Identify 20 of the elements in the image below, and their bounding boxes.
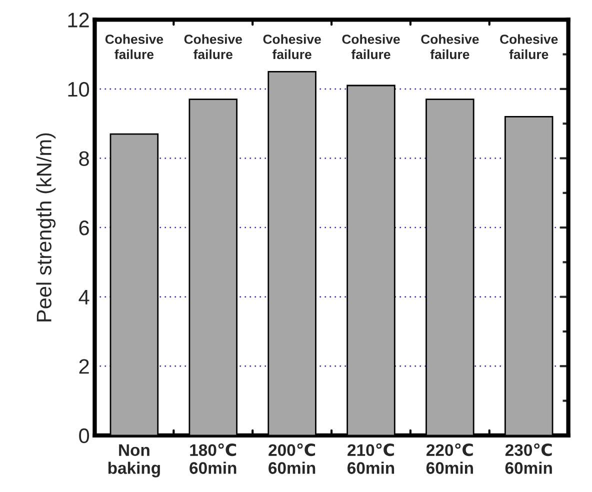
y-tick-label: 4 <box>78 290 90 304</box>
annotation: Cohesive failure <box>421 34 479 60</box>
y-axis-title: Peel strength (kN/m) <box>36 133 56 322</box>
x-tick-label: 230℃ 60min <box>505 443 552 474</box>
y-tick-label: 0 <box>79 428 90 444</box>
annotation: Cohesive failure <box>342 34 400 60</box>
annotation: Cohesive failure <box>263 34 321 60</box>
y-tick-label: 12 <box>68 12 89 28</box>
x-tick-label: 210℃ 60min <box>348 443 394 474</box>
annotation: Cohesive failure <box>500 34 558 60</box>
x-tick-label: 200℃ 60min <box>268 443 316 474</box>
y-tick-label: 8 <box>79 151 89 166</box>
annotation: Cohesive failure <box>184 34 242 60</box>
x-tick-label: 220℃ 60min <box>426 443 473 474</box>
y-tick-label: 6 <box>79 220 89 236</box>
x-tick-label: 180℃ 60min <box>190 443 236 474</box>
x-tick-label: Non baking <box>108 444 160 478</box>
y-tick-label: 2 <box>79 359 89 374</box>
y-tick-label: 10 <box>68 82 90 97</box>
annotation: Cohesive failure <box>105 34 164 60</box>
